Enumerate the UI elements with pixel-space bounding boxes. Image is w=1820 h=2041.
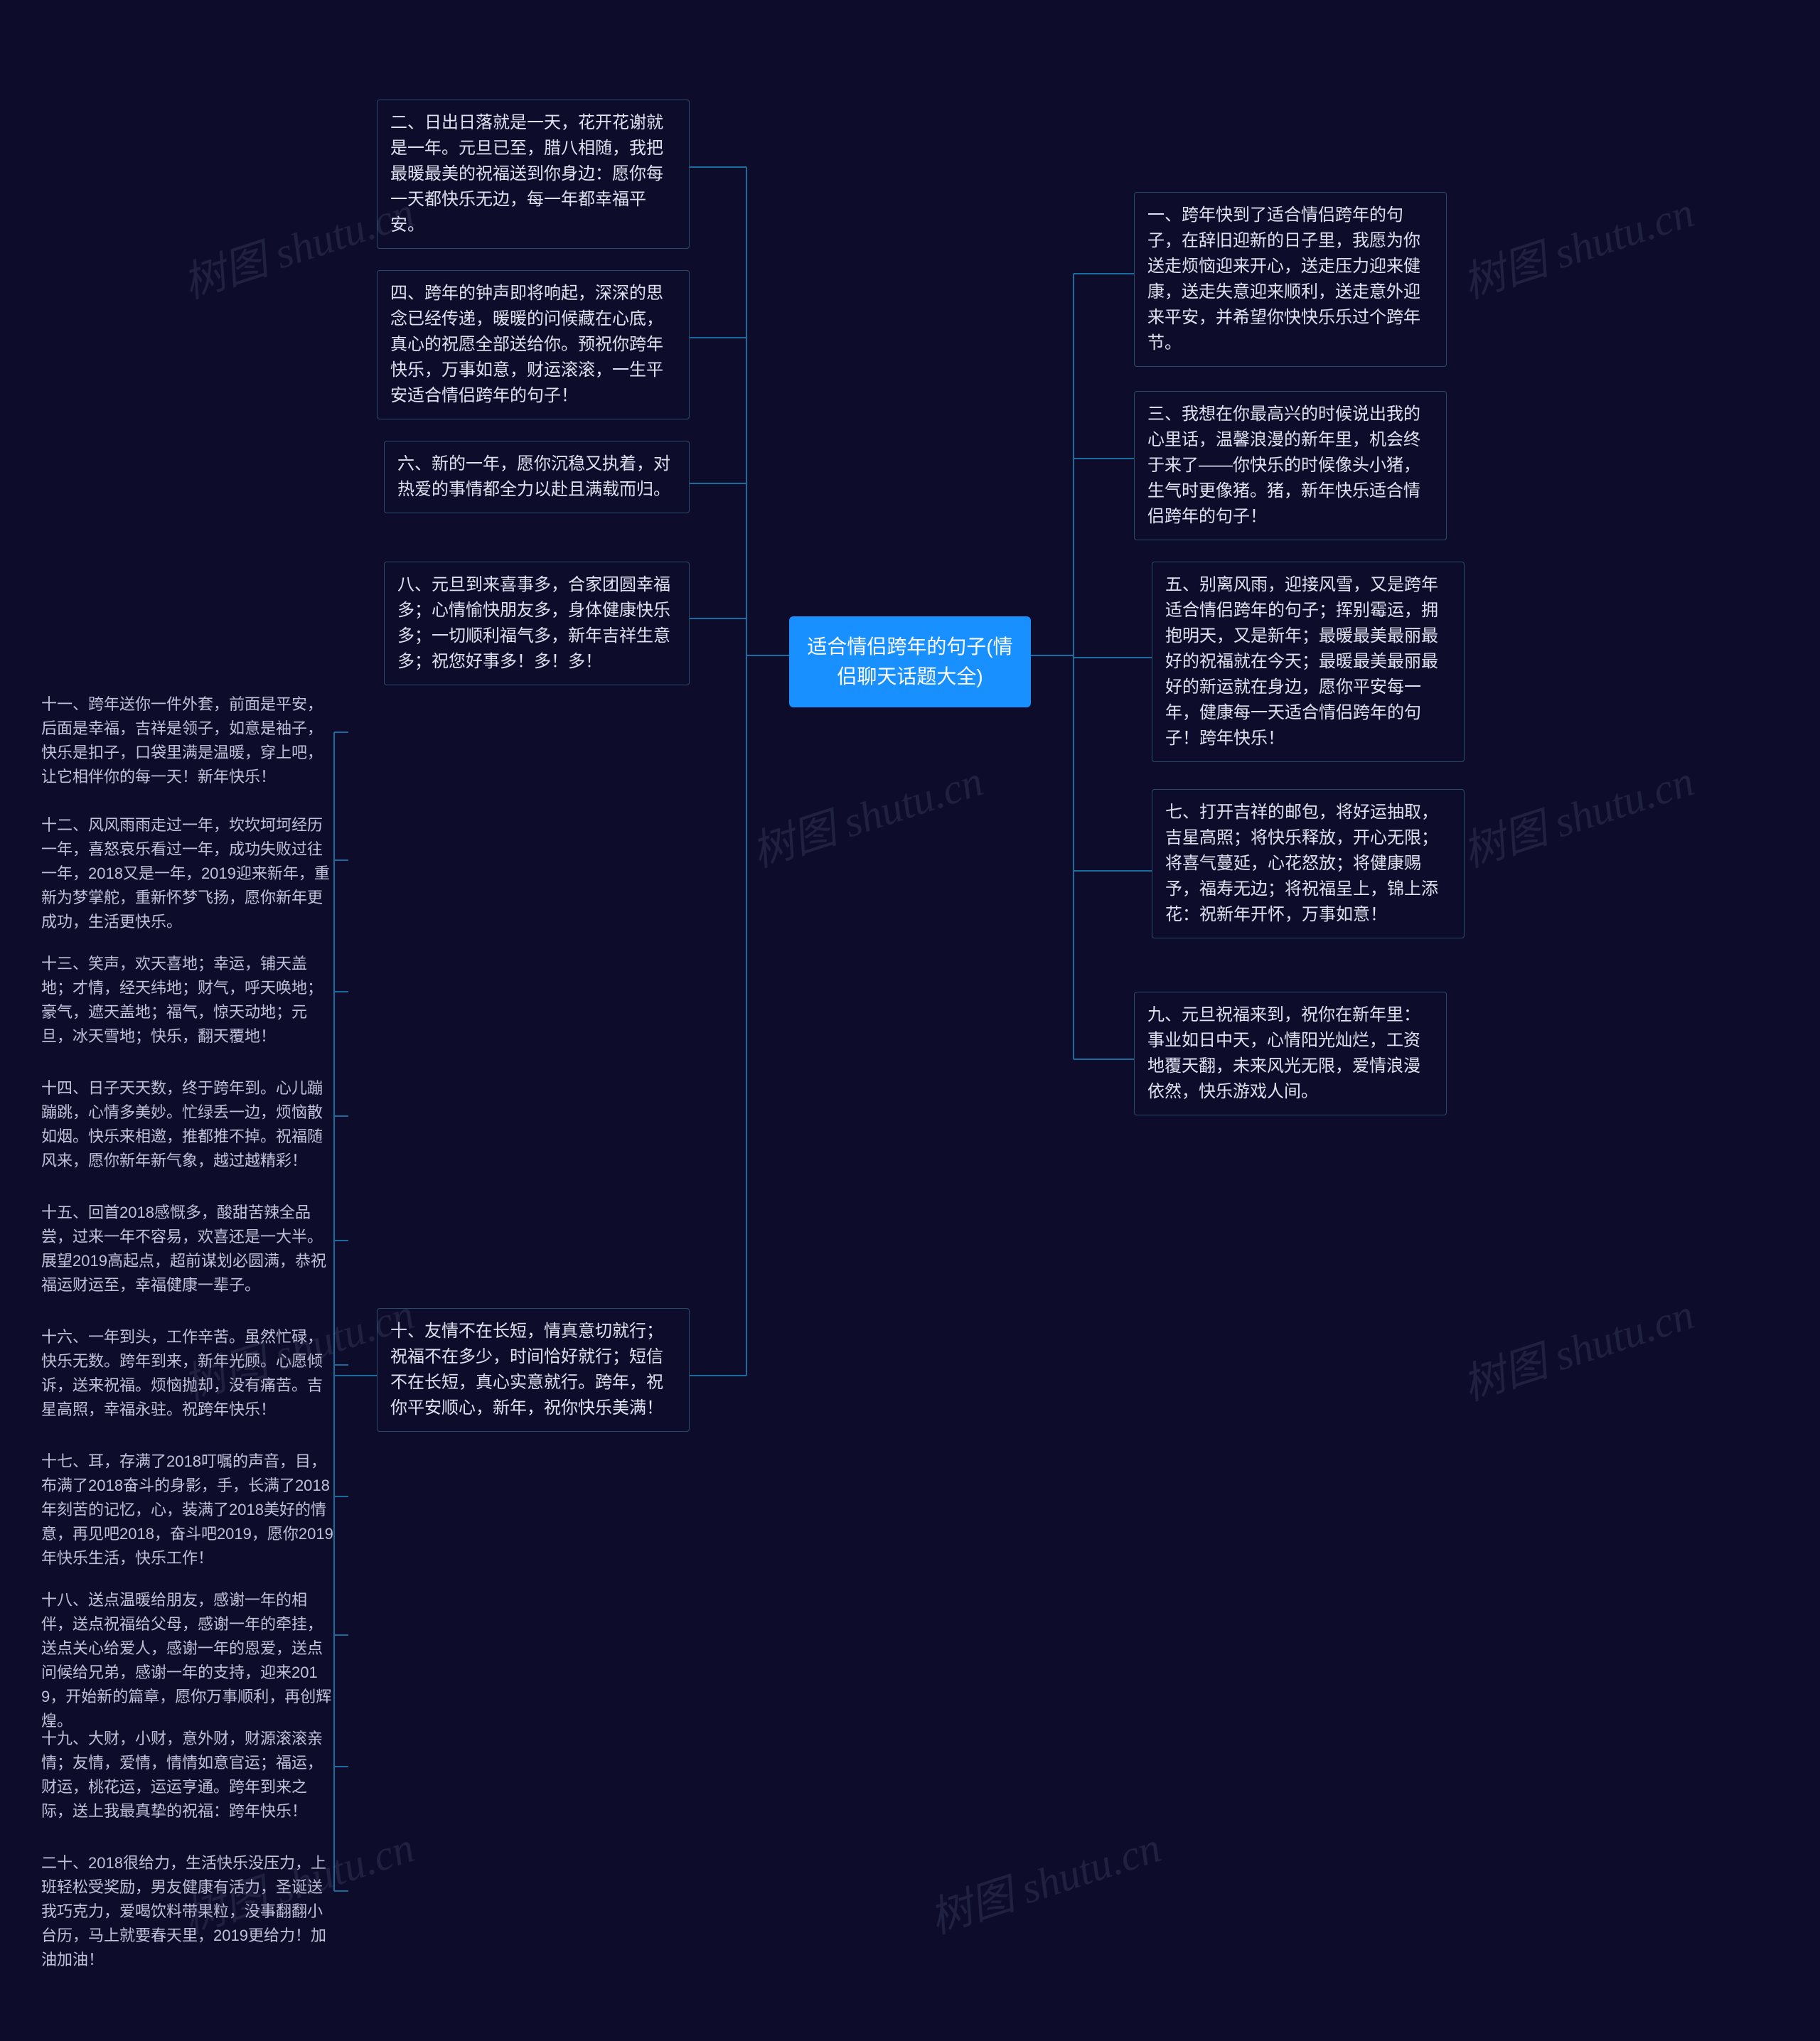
child-node-right[interactable]: 三、我想在你最高兴的时候说出我的心里话，温馨浪漫的新年里，机会终于来了——你快乐… [1134, 391, 1447, 540]
child-node-left[interactable]: 十、友情不在长短，情真意切就行；祝福不在多少，时间恰好就行；短信不在长短，真心实… [377, 1308, 690, 1432]
child-node-left[interactable]: 六、新的一年，愿你沉稳又执着，对热爱的事情都全力以赴且满载而归。 [384, 441, 690, 513]
watermark: 树图 shutu.cn [1454, 746, 1701, 879]
leaf-node[interactable]: 十五、回首2018感慨多，酸甜苦辣全品尝，过来一年不容易，欢喜还是一大半。展望2… [28, 1191, 348, 1307]
leaf-node[interactable]: 十一、跨年送你一件外套，前面是平安，后面是幸福，吉祥是领子，如意是袖子，快乐是扣… [28, 682, 348, 799]
leaf-node[interactable]: 十二、风风雨雨走过一年，坎坎坷坷经历一年，喜怒哀乐看过一年，成功失败过往一年，2… [28, 803, 348, 944]
child-node-right[interactable]: 九、元旦祝福来到，祝你在新年里：事业如日中天，心情阳光灿烂，工资地覆天翻，未来风… [1134, 992, 1447, 1115]
child-node-left[interactable]: 四、跨年的钟声即将响起，深深的思念已经传递，暖暖的问候藏在心底，真心的祝愿全部送… [377, 270, 690, 419]
watermark: 树图 shutu.cn [921, 1813, 1167, 1946]
watermark: 树图 shutu.cn [1454, 1280, 1701, 1413]
leaf-node[interactable]: 十三、笑声，欢天喜地；幸运，铺天盖地；才情，经天纬地；财气，呼天唤地；豪气，遮天… [28, 942, 348, 1059]
child-node-left[interactable]: 八、元旦到来喜事多，合家团圆幸福多；心情愉快朋友多，身体健康快乐多；一切顺利福气… [384, 562, 690, 685]
child-node-left[interactable]: 二、日出日落就是一天，花开花谢就是一年。元旦已至，腊八相随，我把最暖最美的祝福送… [377, 100, 690, 249]
mindmap-canvas: 适合情侣跨年的句子(情侣聊天话题大全) 二、日出日落就是一天，花开花谢就是一年。元… [0, 0, 1820, 2041]
leaf-node[interactable]: 十九、大财，小财，意外财，财源滚滚亲情；友情，爱情，情情如意官运；福运，财运，桃… [28, 1717, 348, 1833]
leaf-node[interactable]: 十四、日子天天数，终于跨年到。心儿蹦蹦跳，心情多美妙。忙绿丢一边，烦恼散如烟。快… [28, 1066, 348, 1183]
leaf-node[interactable]: 二十、2018很给力，生活快乐没压力，上班轻松受奖励，男友健康有活力，圣诞送我巧… [28, 1841, 348, 1982]
child-node-right[interactable]: 一、跨年快到了适合情侣跨年的句子，在辞旧迎新的日子里，我愿为你送走烦恼迎来开心，… [1134, 192, 1447, 367]
watermark: 树图 shutu.cn [1454, 178, 1701, 311]
watermark: 树图 shutu.cn [743, 746, 990, 879]
child-node-right[interactable]: 七、打开吉祥的邮包，将好运抽取，吉星高照；将快乐释放，开心无限；将喜气蔓延，心花… [1152, 789, 1465, 938]
center-node[interactable]: 适合情侣跨年的句子(情侣聊天话题大全) [789, 616, 1031, 707]
child-node-right[interactable]: 五、别离风雨，迎接风雪，又是跨年适合情侣跨年的句子；挥别霉运，拥抱明天，又是新年… [1152, 562, 1465, 762]
leaf-node[interactable]: 十七、耳，存满了2018叮嘱的声音，目，布满了2018奋斗的身影，手，长满了20… [28, 1440, 348, 1580]
leaf-node[interactable]: 十六、一年到头，工作辛苦。虽然忙碌，快乐无数。跨年到来，新年光顾。心愿倾诉，送来… [28, 1315, 348, 1432]
